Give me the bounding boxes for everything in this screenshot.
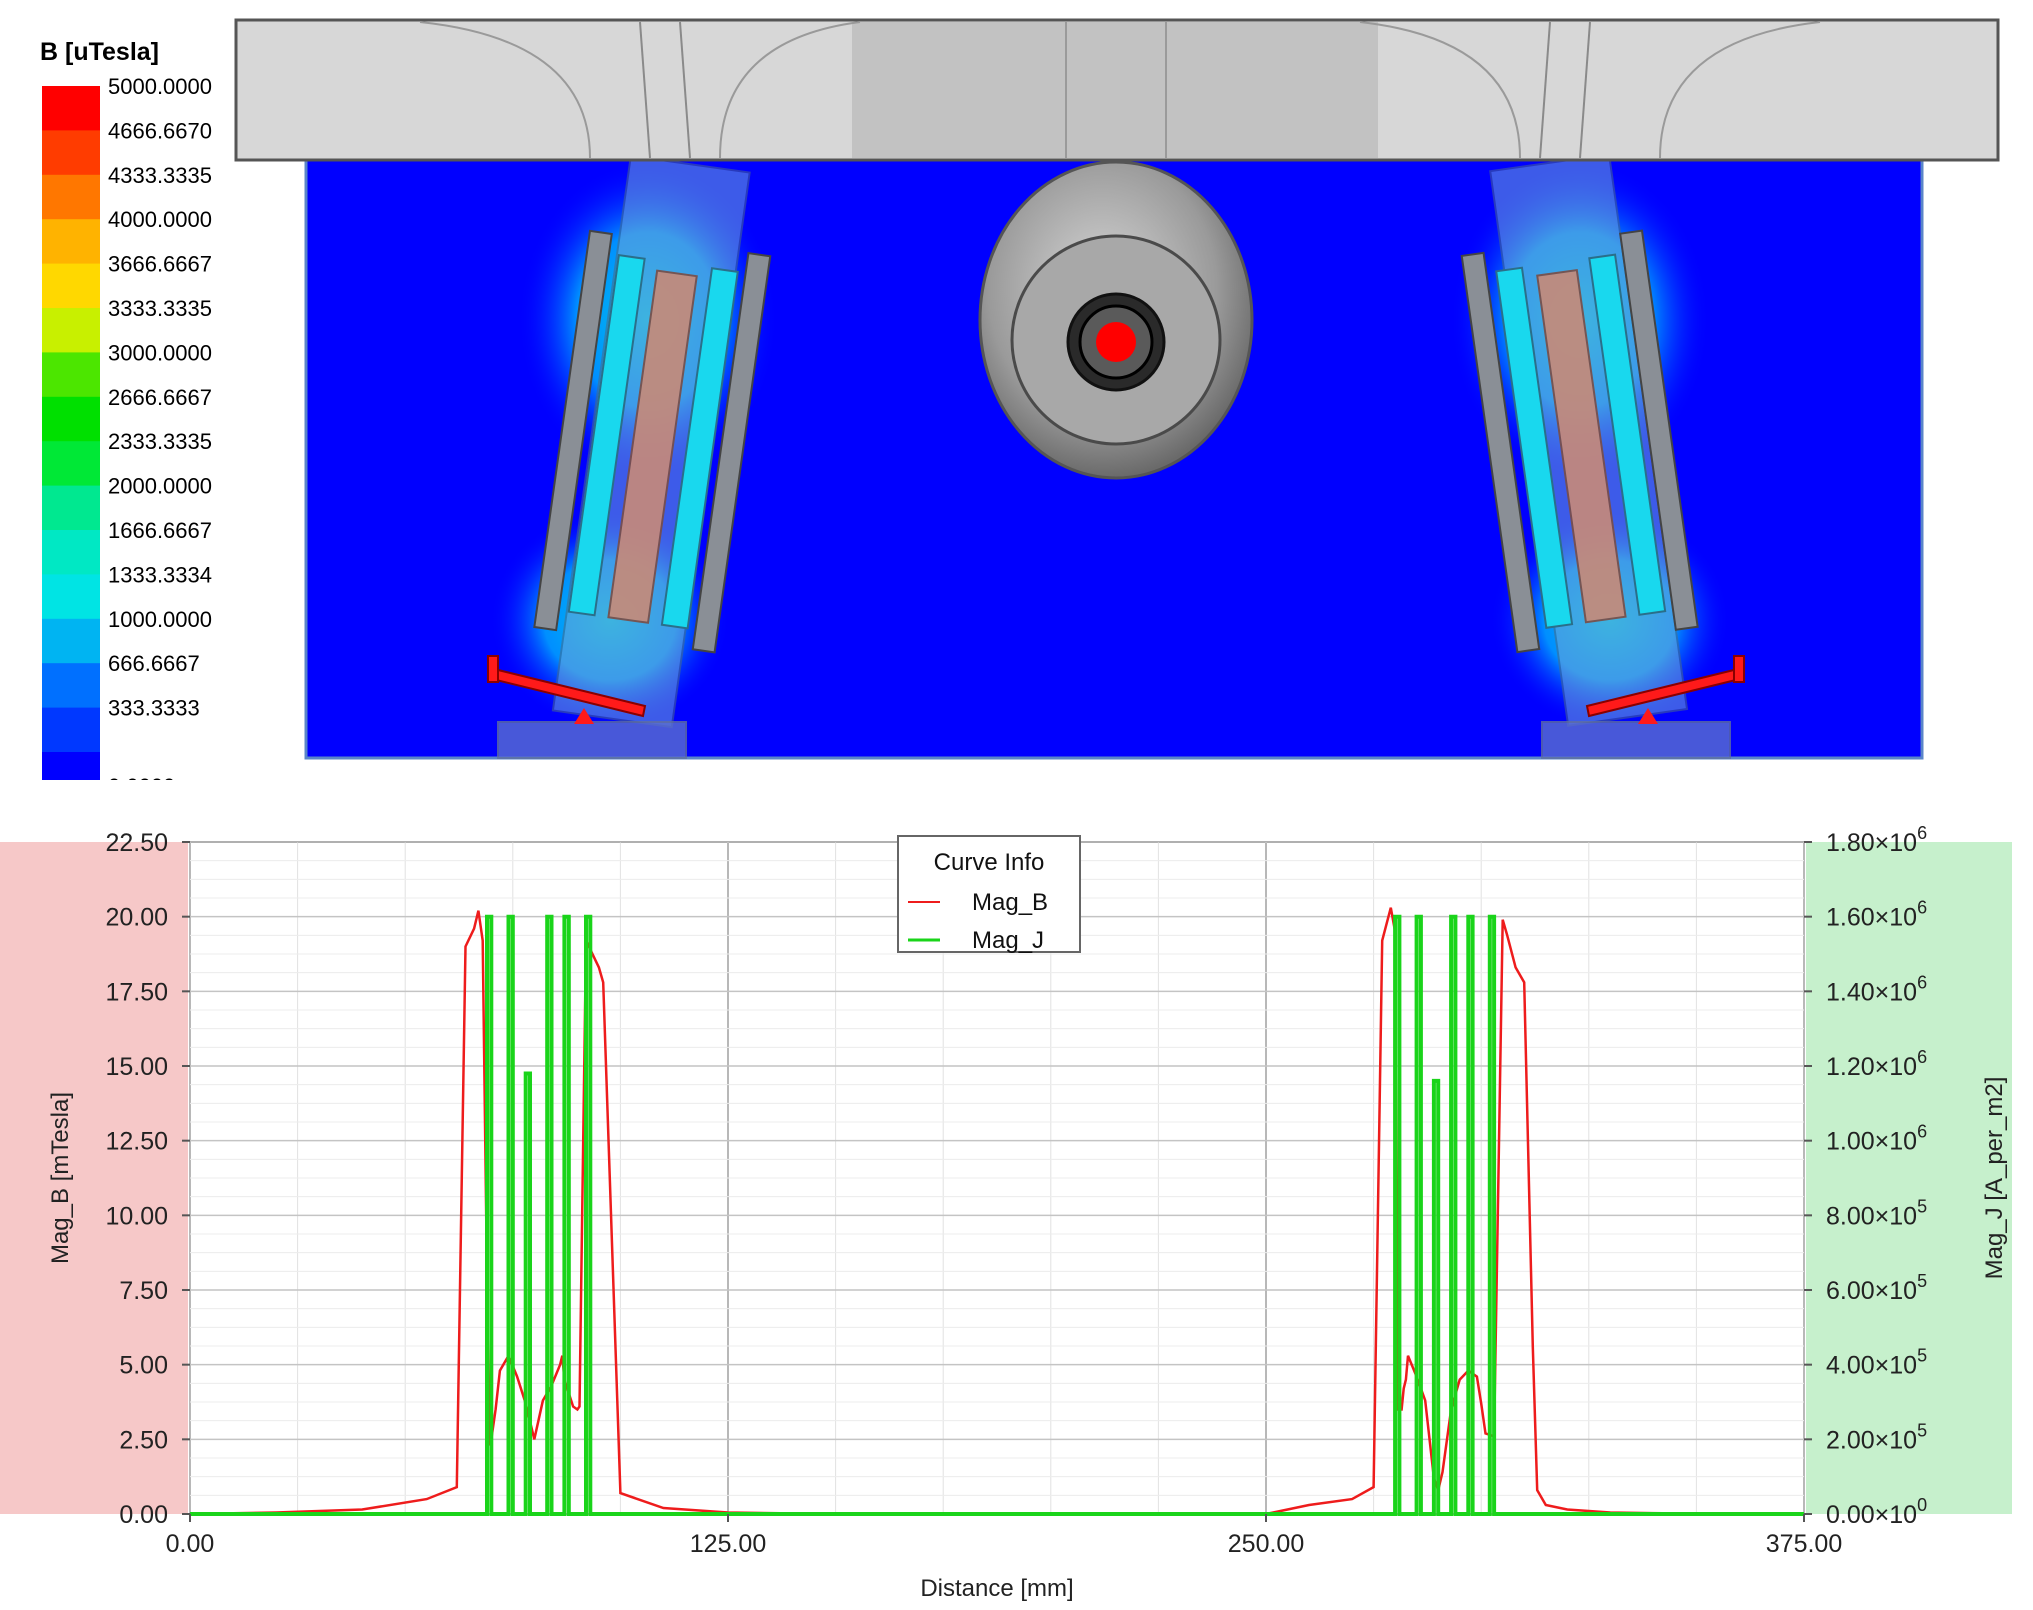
legend-value: 3000.0000 bbox=[108, 340, 212, 365]
coil-assembly-right bbox=[1460, 153, 1699, 727]
x-tick-label: 250.00 bbox=[1228, 1530, 1304, 1558]
y-right-tick-label: 0.00×100 bbox=[1826, 1495, 1927, 1529]
legend-value: 3666.6667 bbox=[108, 252, 212, 277]
legend-swatch bbox=[42, 441, 100, 487]
legend-swatch bbox=[42, 174, 100, 220]
y-right-tick-label: 1.40×106 bbox=[1826, 972, 1927, 1006]
y-left-tick-label: 5.00 bbox=[119, 1352, 168, 1380]
y-left-tick-label: 20.00 bbox=[105, 904, 168, 932]
x-tick-label: 125.00 bbox=[690, 1530, 766, 1558]
red-bracket-right bbox=[1585, 655, 1746, 724]
legend-swatch bbox=[42, 752, 100, 780]
legend-label-mag-j: Mag_J bbox=[972, 927, 1044, 954]
y-left-tick-label: 0.00 bbox=[119, 1501, 168, 1529]
y-left-axis-ticks: 0.00 2.50 5.00 7.50 10.00 12.50 15.00 17.50 20.0… bbox=[105, 829, 190, 1529]
legend-value: 1333.3334 bbox=[108, 562, 212, 587]
legend-value: 4333.3335 bbox=[108, 163, 212, 188]
sensor-core bbox=[1096, 322, 1136, 362]
legend-swatch bbox=[42, 663, 100, 709]
y-left-tick-label: 2.50 bbox=[119, 1426, 168, 1454]
y-left-tick-label: 22.50 bbox=[105, 829, 168, 857]
legend-value: 4666.6670 bbox=[108, 118, 212, 143]
legend: Curve Info Mag_B Mag_J bbox=[897, 835, 1081, 954]
y-left-tick-label: 7.50 bbox=[119, 1277, 168, 1305]
right-axis-band bbox=[1806, 842, 2012, 1514]
legend-value: 2666.6667 bbox=[108, 385, 212, 410]
base-plate-right bbox=[1541, 721, 1731, 759]
legend-swatch bbox=[42, 574, 100, 620]
legend-value: 333.3333 bbox=[108, 696, 200, 721]
legend-swatch bbox=[42, 219, 100, 265]
legend-value: 666.6667 bbox=[108, 651, 200, 676]
central-sensor bbox=[978, 160, 1254, 480]
color-legend-title: B [uTesla] bbox=[40, 38, 159, 66]
legend-value: 2333.3335 bbox=[108, 429, 212, 454]
legend-swatch bbox=[42, 485, 100, 531]
red-bracket-left bbox=[486, 655, 647, 724]
y-left-axis-label: Mag_B [mTesla] bbox=[47, 1092, 74, 1264]
y-right-tick-label: 1.00×106 bbox=[1826, 1122, 1927, 1156]
field-plot-figure: B [uTesla] 5000.0000 4666.6670 4333.3335 40… bbox=[40, 18, 2000, 780]
legend-swatch bbox=[42, 86, 100, 131]
series-layer bbox=[189, 907, 1805, 1516]
legend-value: 3333.3335 bbox=[108, 296, 212, 321]
y-right-tick-label: 1.20×106 bbox=[1826, 1047, 1927, 1081]
legend-swatch bbox=[42, 308, 100, 353]
line-chart: 0.00 125.00 250.00 375.00 0.00 2.50 5.00 7.50 1… bbox=[0, 823, 2012, 1602]
legend-box bbox=[897, 835, 1081, 953]
legend-swatch bbox=[42, 130, 100, 176]
legend-swatch bbox=[42, 352, 100, 398]
legend-swatch bbox=[42, 618, 100, 664]
y-left-tick-label: 17.50 bbox=[105, 978, 168, 1006]
legend-swatch bbox=[42, 707, 100, 753]
color-legend: B [uTesla] 5000.0000 4666.6670 4333.3335 40… bbox=[40, 38, 212, 780]
legend-value: 5000.0000 bbox=[108, 74, 212, 99]
left-axis-band bbox=[0, 842, 188, 1514]
legend-value: 0.0000 bbox=[108, 774, 175, 780]
legend-swatch bbox=[42, 396, 100, 442]
coil-assembly-left bbox=[533, 154, 772, 729]
legend-label-mag-b: Mag_B bbox=[972, 889, 1048, 916]
top-beam bbox=[234, 18, 2000, 162]
x-axis-label: Distance [mm] bbox=[920, 1575, 1073, 1602]
y-left-tick-label: 15.00 bbox=[105, 1053, 168, 1081]
legend-swatch bbox=[42, 263, 100, 309]
color-legend-swatches bbox=[42, 86, 100, 780]
legend-title: Curve Info bbox=[934, 849, 1045, 876]
y-right-axis-ticks: 0.00×100 2.00×105 4.00×105 6.00×105 8.00×105… bbox=[1804, 823, 1927, 1529]
legend-swatch bbox=[42, 530, 100, 575]
legend-value: 1000.0000 bbox=[108, 607, 212, 632]
field-domain bbox=[304, 153, 1924, 760]
legend-value: 4000.0000 bbox=[108, 207, 212, 232]
legend-value: 2000.0000 bbox=[108, 474, 212, 499]
x-axis-ticks: 0.00 125.00 250.00 375.00 bbox=[166, 1514, 1842, 1558]
y-right-tick-label: 1.60×106 bbox=[1826, 898, 1927, 932]
y-left-tick-label: 10.00 bbox=[105, 1202, 168, 1230]
y-right-tick-label: 6.00×105 bbox=[1826, 1271, 1927, 1305]
y-right-tick-label: 2.00×105 bbox=[1826, 1420, 1927, 1454]
y-right-tick-label: 8.00×105 bbox=[1826, 1196, 1927, 1230]
x-tick-label: 375.00 bbox=[1766, 1530, 1842, 1558]
y-right-tick-label: 1.80×106 bbox=[1826, 823, 1927, 857]
y-right-tick-label: 4.00×105 bbox=[1826, 1346, 1927, 1380]
color-legend-labels: 5000.0000 4666.6670 4333.3335 4000.0000 3666… bbox=[108, 74, 212, 780]
base-plate-left bbox=[497, 721, 687, 759]
y-right-axis-label: Mag_J [A_per_m2] bbox=[1981, 1077, 2008, 1280]
x-tick-label: 0.00 bbox=[166, 1530, 215, 1558]
series-line-mag-j bbox=[190, 914, 1804, 1516]
legend-value: 1666.6667 bbox=[108, 518, 212, 543]
y-left-tick-label: 12.50 bbox=[105, 1128, 168, 1156]
